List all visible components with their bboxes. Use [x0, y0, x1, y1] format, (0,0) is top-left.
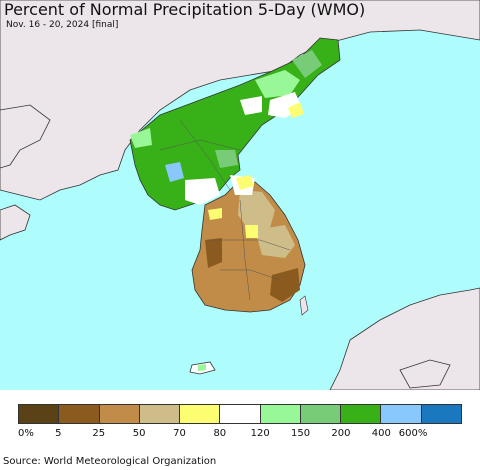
nk-patch-mid-2: [215, 150, 238, 168]
legend-label: 120: [250, 428, 270, 439]
sk-dark-2: [270, 268, 300, 302]
map-title: Percent of Normal Precipitation 5-Day (W…: [4, 0, 366, 19]
nk-patch-light-4: [130, 128, 152, 148]
legend-label: 25: [92, 428, 106, 439]
sk-yellow-1: [245, 225, 258, 238]
legend-swatch: [381, 405, 422, 423]
legend-label: 50: [132, 428, 146, 439]
legend-swatch: [220, 405, 261, 423]
tsushima: [299, 295, 309, 316]
legend-label: 70: [173, 428, 186, 439]
legend-label: 150: [290, 428, 311, 439]
nk-patch-yellow-1: [288, 102, 304, 118]
nk-patch-blue: [165, 162, 184, 182]
legend-swatch: [180, 405, 221, 423]
sk-dark-1: [205, 238, 222, 268]
sk-yellow-3: [236, 175, 254, 190]
legend-swatch: [19, 405, 60, 423]
liaodong-peninsula: [0, 104, 51, 169]
shandong-peninsula: [0, 204, 31, 241]
nk-patch-light-1: [255, 70, 300, 98]
legend-label: 200: [331, 428, 351, 439]
nk-patch-light-3: [240, 96, 262, 115]
source-credit: Source: World Meteorological Organizatio…: [3, 456, 217, 467]
jeju-green: [198, 364, 206, 371]
province-borders: [159, 119, 291, 301]
map-subtitle: Nov. 16 - 20, 2024 [final]: [6, 20, 119, 30]
legend-label: 80: [213, 428, 227, 439]
legend-bar: [18, 404, 462, 424]
nk-patch-white-s: [185, 178, 220, 205]
legend-label: 600%: [398, 428, 428, 439]
legend-label: 0%: [18, 428, 34, 439]
legend-label: 400: [371, 428, 391, 439]
precipitation-map: Percent of Normal Precipitation 5-Day (W…: [0, 0, 480, 390]
legend-swatch: [421, 405, 461, 423]
nk-patch-mid-1: [292, 50, 322, 78]
sk-yellow-2: [208, 208, 222, 220]
sk-tan-2: [255, 225, 295, 258]
sk-tan-1: [238, 190, 275, 232]
legend-labels: 0% 5 25 50 70 80 120 150 200 400 600%: [0, 428, 480, 442]
legend-swatch: [59, 405, 100, 423]
legend-swatch: [99, 405, 140, 423]
legend-swatch: [341, 405, 382, 423]
legend-swatch: [260, 405, 301, 423]
legend-swatch: [300, 405, 342, 423]
legend-label: 5: [55, 428, 62, 439]
mainland-china: [0, 0, 480, 201]
japan-west: [399, 359, 451, 389]
legend-swatch: [139, 405, 181, 423]
